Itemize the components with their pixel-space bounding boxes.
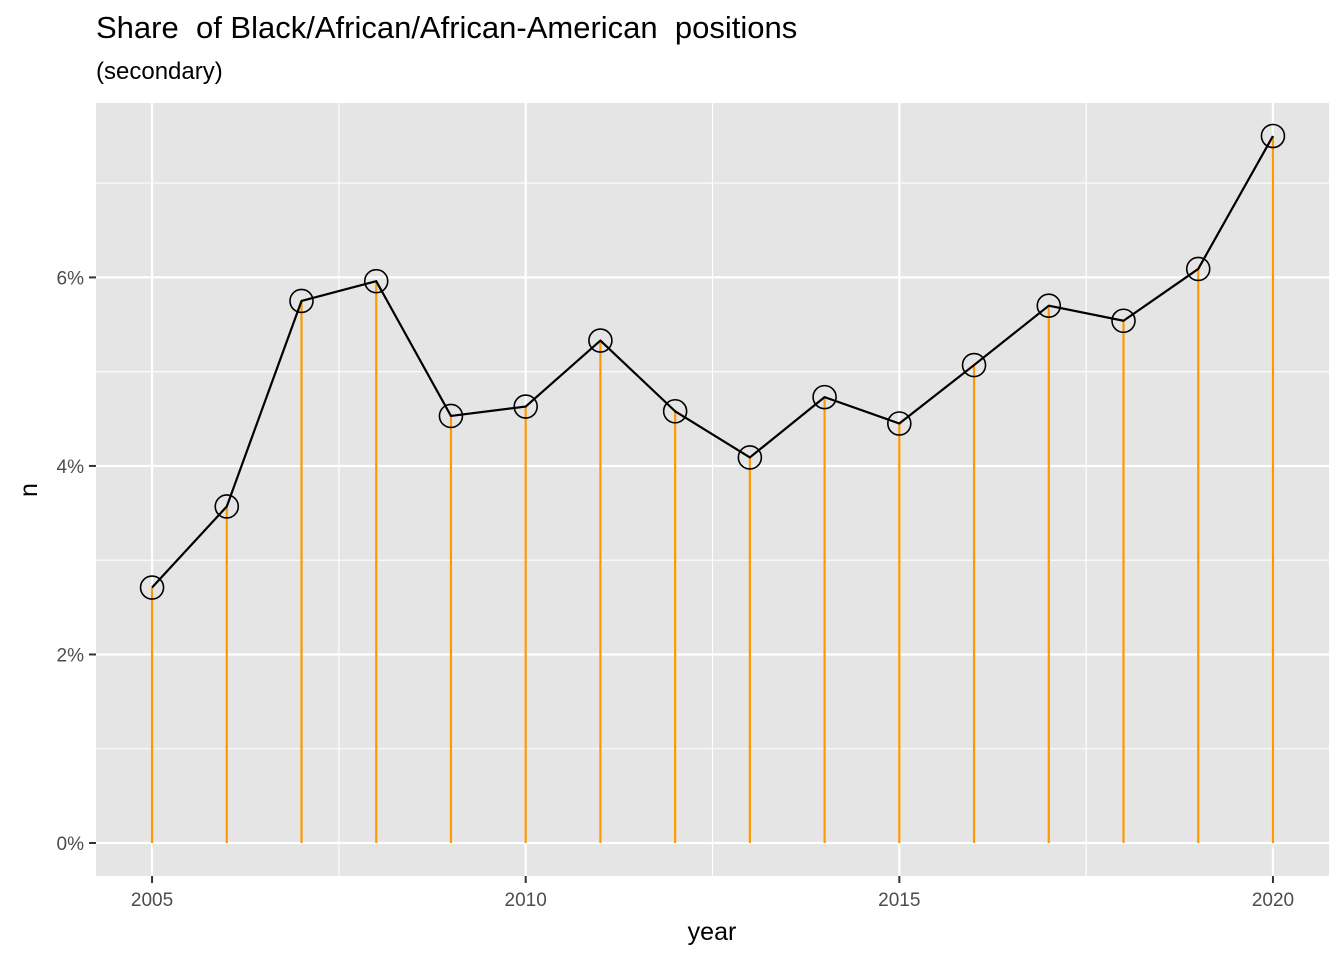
data-point — [737, 445, 763, 470]
x-tick-label: 2020 — [1252, 890, 1294, 911]
data-point — [513, 394, 538, 419]
data-point — [812, 384, 837, 410]
data-point — [1036, 293, 1062, 318]
data-point — [139, 575, 165, 600]
data-point — [438, 403, 464, 429]
chart-subtitle: (secondary) — [96, 58, 223, 85]
y-tick-label: 6% — [57, 268, 85, 289]
y-tick-label: 0% — [57, 834, 85, 855]
data-point — [363, 268, 389, 294]
data-point — [1260, 123, 1286, 149]
data-point — [887, 411, 912, 436]
y-tick-label: 4% — [57, 457, 85, 478]
data-point — [289, 288, 314, 314]
x-tick-label: 2010 — [505, 890, 547, 911]
data-point — [588, 328, 613, 353]
series-line — [151, 135, 1274, 589]
x-tick-label: 2005 — [131, 890, 173, 911]
data-point — [1185, 256, 1211, 282]
series-line-group — [151, 135, 1274, 589]
stem-lines — [150, 135, 1275, 844]
y-axis-title: n — [15, 483, 43, 497]
chart-title: Share of Black/African/African-American … — [96, 10, 798, 45]
data-point — [961, 352, 987, 378]
data-point — [1111, 308, 1136, 334]
data-point — [662, 398, 688, 424]
data-point — [214, 494, 240, 519]
y-tick-label: 2% — [57, 645, 85, 666]
x-axis-title: year — [688, 918, 737, 946]
axes: 2005 2010 2015 2020 0% 2% 4% 6% — [57, 268, 1295, 911]
x-tick-label: 2015 — [878, 890, 920, 911]
data-points — [139, 123, 1286, 600]
